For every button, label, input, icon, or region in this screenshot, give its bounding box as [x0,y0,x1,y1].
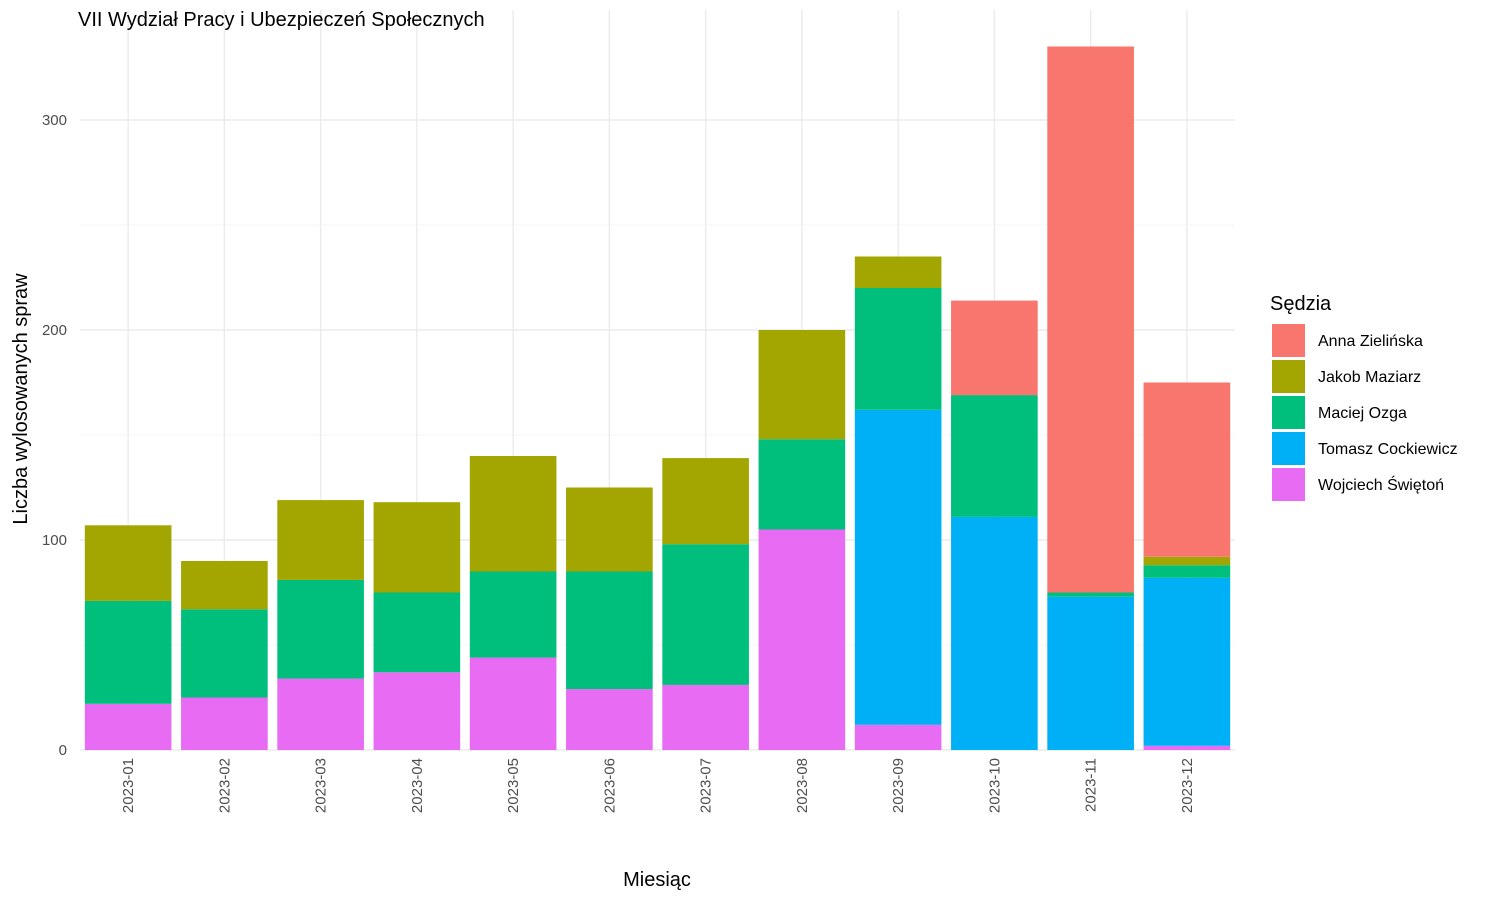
legend-label: Maciej Ozga [1318,405,1407,422]
bar-segment [181,561,268,610]
y-tick-label: 0 [59,742,67,759]
legend-label: Wojciech Świętoń [1318,475,1444,494]
bar-segment [951,516,1038,750]
bar-segment [951,395,1038,517]
bar-segment [951,300,1038,396]
x-tick-label: 2023-06 [601,758,618,813]
bar-segment [1143,745,1231,750]
bar-segment [1047,596,1134,750]
bar-segment [1143,382,1231,557]
y-tick-label: 200 [42,322,67,339]
x-tick-label: 2023-04 [409,758,426,813]
legend-key [1272,432,1305,465]
legend-key [1272,468,1305,501]
x-tick-label: 2023-01 [120,758,137,813]
y-axis-ticks: 0 100 200 300 [42,112,67,759]
legend-title: Sędzia [1270,293,1332,315]
bar-segment [181,697,268,750]
bar-segment [854,256,942,288]
bar-segment [181,609,268,698]
x-tick-label: 2023-08 [794,758,811,813]
bar-segment [758,439,846,530]
bar-segment [758,330,846,440]
bar-segment [84,600,172,704]
bar-segment [277,678,364,750]
x-tick-label: 2023-03 [313,758,330,813]
bar-segment [373,502,461,593]
bar-segment [566,487,653,572]
bar-segment [662,458,749,545]
bar-segment [662,544,749,685]
y-tick-label: 300 [42,112,67,129]
bar-segment [469,456,557,572]
bar-segment [1047,592,1134,597]
bar-segment [662,684,749,750]
x-tick-label: 2023-02 [216,758,233,813]
bar-segment [469,657,557,750]
bar-segment [373,672,461,750]
bar-segment [1143,577,1231,746]
bar-segment [84,525,172,601]
bar-segment [277,579,364,679]
legend-key [1272,324,1305,357]
bar-segment [469,571,557,658]
x-tick-label: 2023-10 [986,758,1003,813]
legend-key [1272,360,1305,393]
x-tick-label: 2023-09 [890,758,907,813]
bar-segment [373,592,461,673]
bar-segment [758,529,846,750]
bar-segment [84,703,172,750]
legend: Sędzia Anna Zielińska Jakob Maziarz Maciej… [1270,293,1458,501]
bar-segment [854,724,942,750]
x-tick-label: 2023-07 [698,758,715,813]
x-tick-label: 2023-05 [505,758,522,813]
bar-segment [1047,46,1134,593]
bar-segment [1143,556,1231,566]
bar-segment [854,288,942,410]
bar-segment [566,689,653,750]
y-axis-title: Liczba wylosowanych spraw [10,273,32,525]
legend-label: Jakob Maziarz [1318,369,1421,386]
bars [84,46,1231,750]
x-tick-label: 2023-12 [1179,758,1196,813]
x-tick-label: 2023-11 [1083,758,1100,812]
bar-segment [277,500,364,580]
x-axis-title: Miesiąc [623,869,691,891]
chart-title: VII Wydział Pracy i Ubezpieczeń Społeczn… [78,9,485,31]
legend-key [1272,396,1305,429]
bar-segment [566,571,653,690]
bar-segment [854,409,942,725]
y-tick-label: 100 [42,532,67,549]
bar-segment [1143,565,1231,578]
x-axis-ticks: 2023-01 2023-02 2023-03 2023-04 2023-05 2023-… [120,758,1196,813]
legend-label: Tomasz Cockiewicz [1318,441,1458,458]
legend-label: Anna Zielińska [1318,333,1423,350]
